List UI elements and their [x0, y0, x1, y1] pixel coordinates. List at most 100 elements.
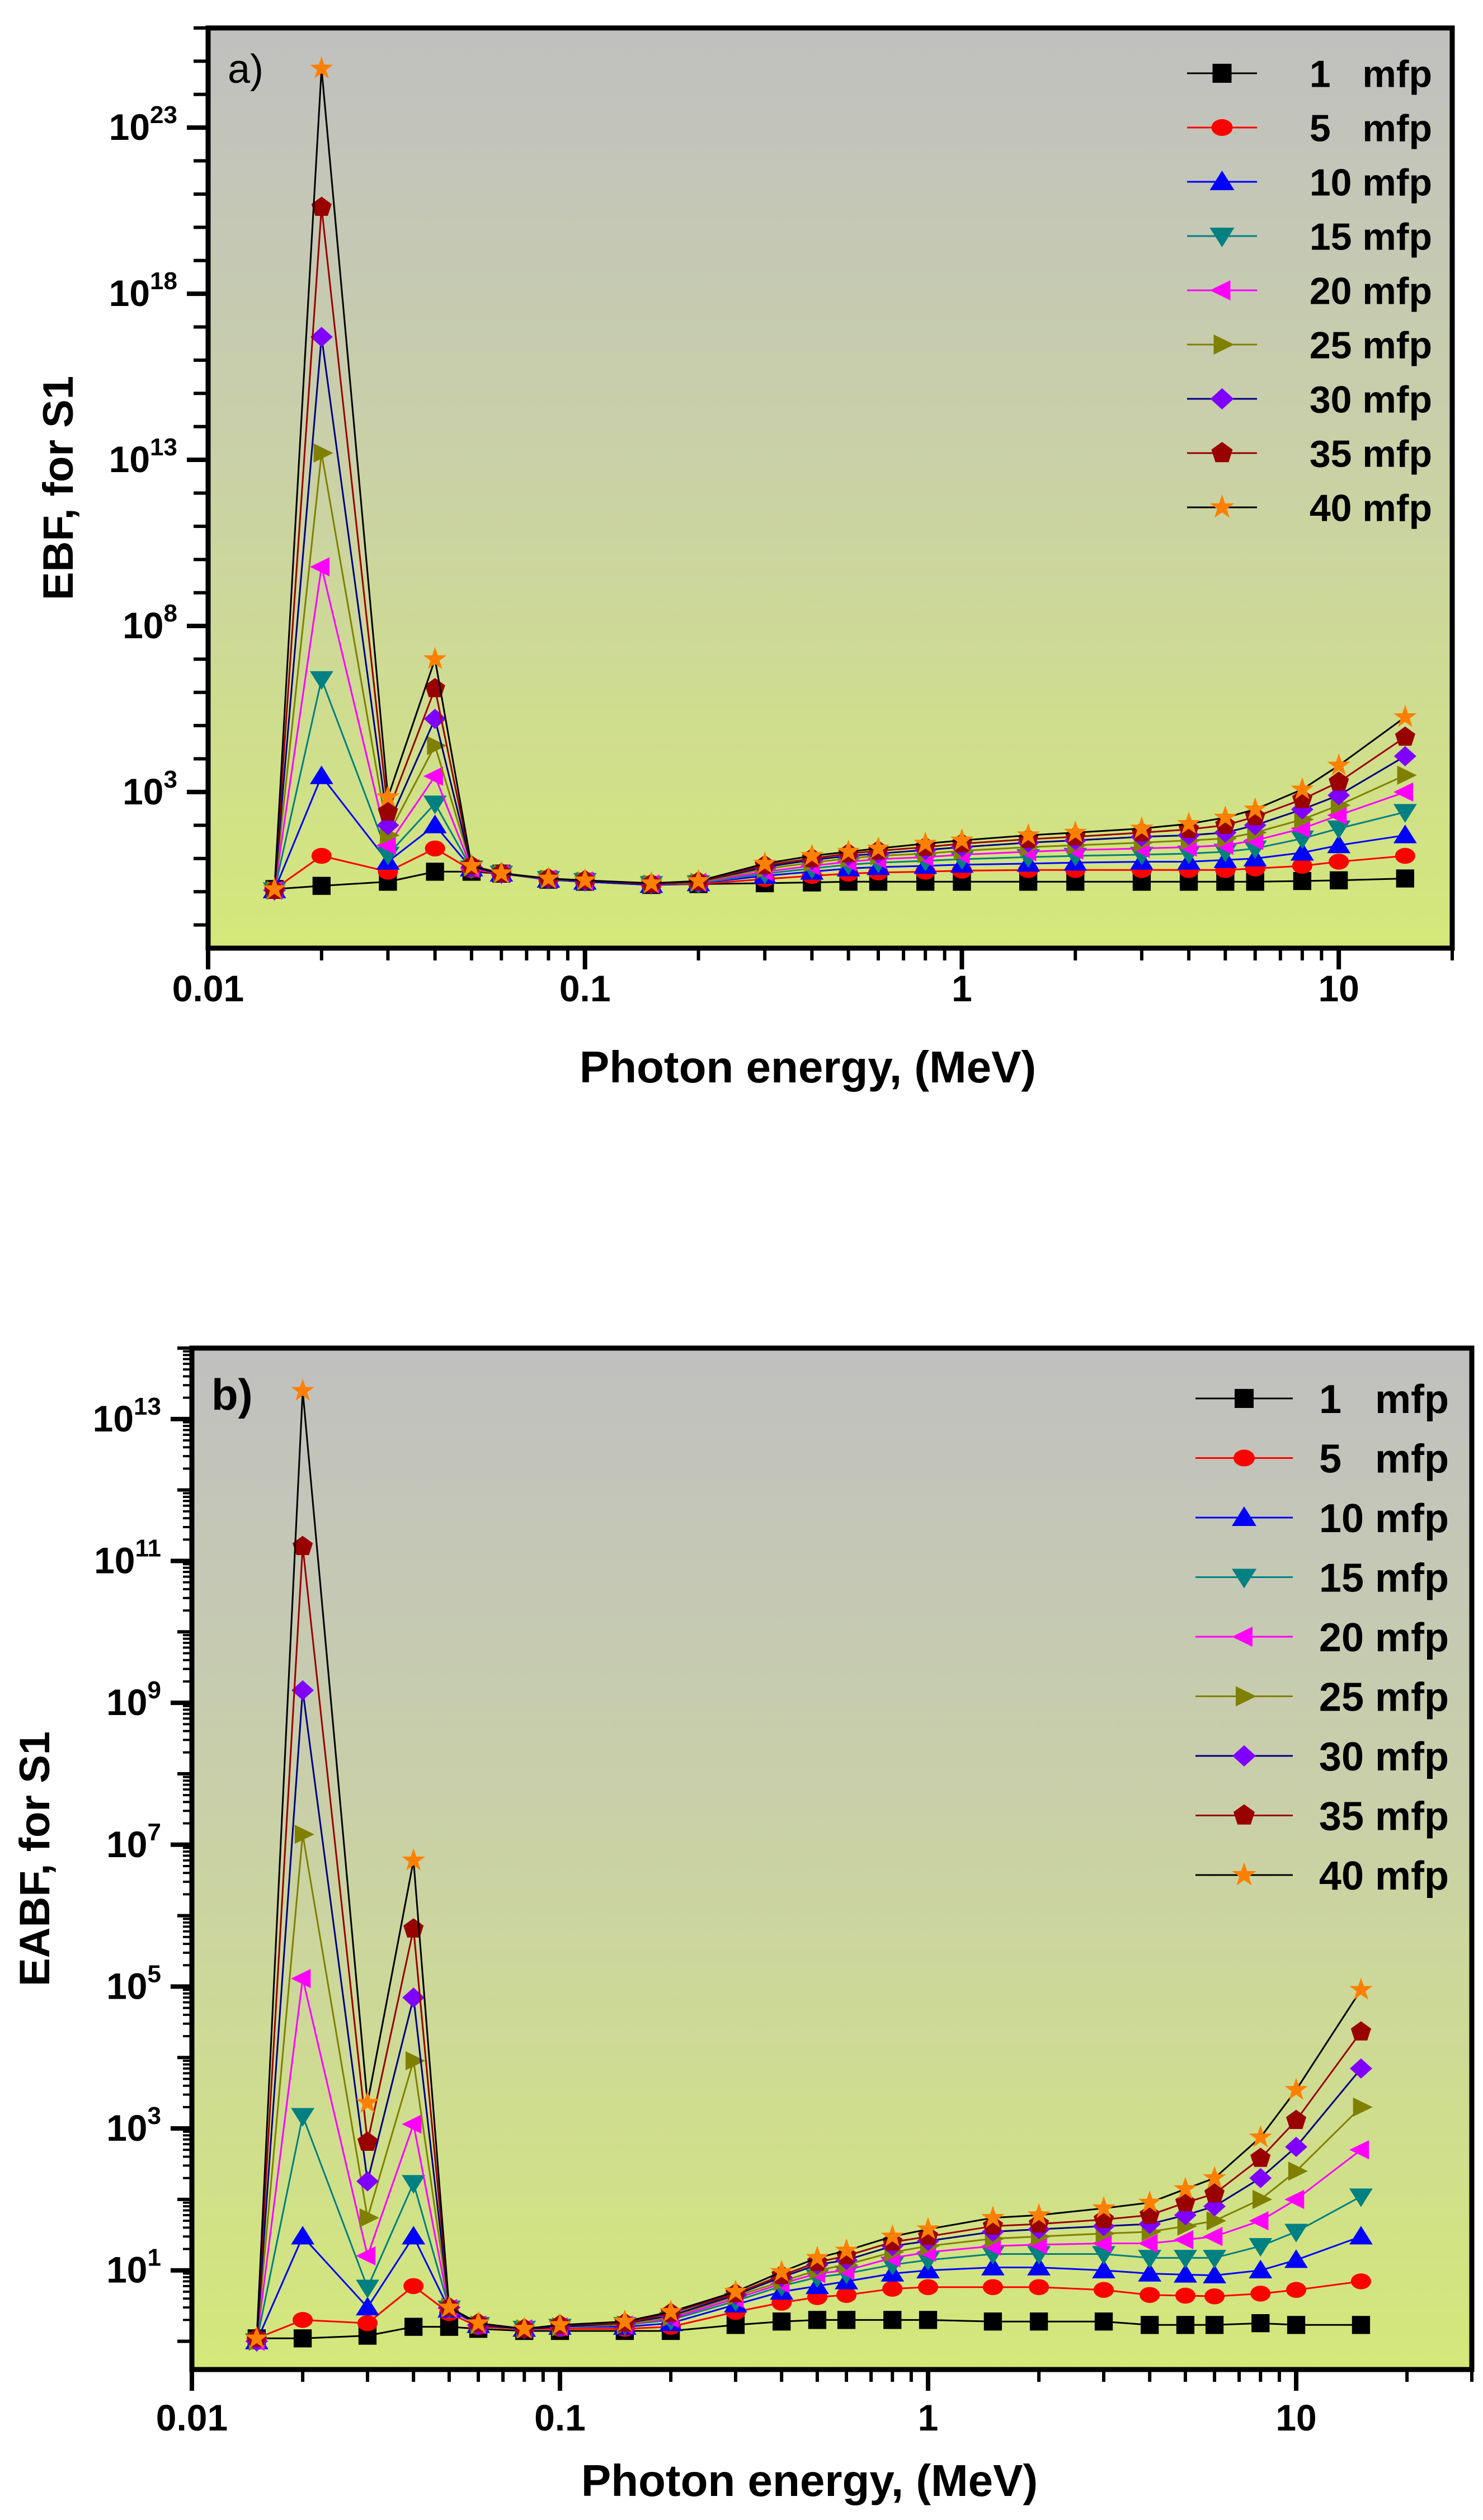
marker-circle	[1250, 2286, 1271, 2302]
legend: 1 mfp 5 mfp 10 mfp 15 mfp 20 mfp 25 mfp 30 mfp…	[1195, 1377, 1449, 1899]
marker-diamond	[1232, 1745, 1256, 1767]
marker-circle	[1093, 2282, 1114, 2298]
legend-item: 10 mfp	[1187, 161, 1432, 204]
marker-triangle-left	[423, 766, 443, 786]
y-tick-label: 103	[123, 766, 177, 812]
marker-pentagon	[982, 2215, 1003, 2235]
marker-triangle-up	[1249, 2259, 1273, 2278]
x-tick-label: 1	[952, 968, 972, 1009]
marker-square	[426, 863, 444, 881]
legend-item: 5 mfp	[1187, 107, 1432, 149]
marker-star	[489, 861, 513, 883]
marker-triangle-left	[1203, 2227, 1223, 2246]
marker-circle	[1175, 2287, 1196, 2304]
marker-circle	[982, 2279, 1003, 2295]
marker-square	[1287, 2316, 1306, 2334]
marker-diamond	[1291, 799, 1313, 819]
legend-label: 15 mfp	[1319, 1556, 1449, 1600]
y-tick-exponent: 13	[150, 434, 177, 461]
marker-circle	[1286, 2282, 1307, 2298]
legend-item: 25 mfp	[1187, 324, 1432, 366]
marker-square	[773, 2312, 791, 2331]
legend-item: 10 mfp	[1195, 1496, 1449, 1541]
marker-square	[1396, 869, 1414, 888]
marker-diamond	[310, 327, 333, 347]
plot-frame	[189, 1345, 1475, 2372]
legend-label: 1 mfp	[1310, 53, 1432, 95]
marker-pentagon	[1286, 2109, 1307, 2129]
marker-star	[536, 866, 561, 889]
marker-triangle-up	[1291, 842, 1314, 861]
legend-label: 20 mfp	[1319, 1615, 1449, 1660]
marker-square	[1141, 2316, 1159, 2334]
marker-star	[800, 844, 824, 866]
marker-circle	[1029, 2279, 1049, 2295]
marker-diamond	[291, 1680, 314, 1701]
marker-diamond	[1138, 2213, 1161, 2234]
legend: 1 mfp 5 mfp 10 mfp 15 mfp 20 mfp 25 mfp 30 mfp…	[1187, 53, 1432, 529]
marker-triangle-down	[1393, 804, 1417, 823]
marker-circle	[882, 2281, 903, 2297]
marker-star	[867, 836, 890, 859]
legend-label: 5 mfp	[1319, 1436, 1449, 1481]
y-tick-base: 10	[109, 272, 150, 314]
marker-pentagon	[293, 1535, 313, 1555]
marker-triangle-up	[402, 2226, 426, 2245]
y-tick-base: 10	[106, 2107, 147, 2149]
marker-triangle-left	[1327, 806, 1347, 825]
marker-diamond	[1203, 2196, 1226, 2217]
y-tick-label: 101	[106, 2244, 161, 2291]
marker-triangle-right	[1206, 2211, 1226, 2231]
marker-star	[950, 828, 974, 851]
y-tick-exponent: 9	[148, 1676, 161, 1704]
marker-star	[1249, 2125, 1273, 2147]
marker-triangle-left	[1209, 280, 1231, 300]
marker-circle	[1395, 847, 1415, 864]
marker-square	[404, 2318, 423, 2336]
y-tick-label: 1013	[93, 1393, 161, 1439]
legend-item: 30 mfp	[1195, 1735, 1449, 1779]
marker-star	[402, 1848, 425, 1871]
marker-star	[914, 831, 937, 854]
marker-star	[836, 839, 860, 862]
marker-star	[460, 854, 483, 876]
marker-triangle-up	[1203, 2264, 1226, 2283]
marker-star	[573, 868, 597, 891]
y-tick-base: 10	[106, 1824, 147, 1865]
legend-item: 30 mfp	[1187, 378, 1432, 421]
marker-pentagon	[378, 801, 398, 821]
marker-star	[262, 877, 286, 899]
legend-label: 10 mfp	[1310, 161, 1432, 204]
marker-square	[312, 877, 331, 895]
legend-item: 25 mfp	[1195, 1675, 1449, 1720]
y-axis-title: EABF, for S1	[11, 1731, 59, 1986]
marker-triangle-right	[359, 2208, 379, 2227]
y-tick-exponent: 13	[134, 1393, 161, 1420]
marker-pentagon	[1329, 771, 1349, 791]
x-tick-label: 0.01	[172, 968, 244, 1009]
marker-square	[883, 2311, 902, 2329]
marker-circle	[1211, 119, 1233, 136]
marker-star	[770, 2259, 793, 2282]
marker-star	[1063, 820, 1087, 843]
marker-star	[512, 2316, 536, 2339]
marker-square	[1293, 872, 1312, 891]
y-tick-base: 10	[106, 1965, 147, 2006]
marker-triangle-down	[1327, 820, 1351, 840]
plot-background	[192, 1348, 1472, 2370]
x-tick-label: 0.01	[156, 2397, 228, 2438]
legend-label: 35 mfp	[1319, 1794, 1449, 1839]
marker-star	[1349, 1977, 1373, 2000]
y-tick-base: 10	[106, 2249, 147, 2291]
marker-square	[1352, 2316, 1371, 2334]
x-tick-label: 0.1	[559, 968, 611, 1009]
marker-triangle-right	[1213, 335, 1235, 355]
marker-star	[659, 2300, 682, 2322]
y-tick-exponent: 1	[148, 2244, 161, 2272]
marker-circle	[1140, 2287, 1160, 2303]
marker-star	[881, 2224, 904, 2246]
marker-triangle-up	[1349, 2226, 1373, 2245]
marker-triangle-up	[1138, 2263, 1162, 2282]
y-tick-exponent: 3	[164, 766, 177, 793]
marker-circle	[1292, 858, 1312, 874]
